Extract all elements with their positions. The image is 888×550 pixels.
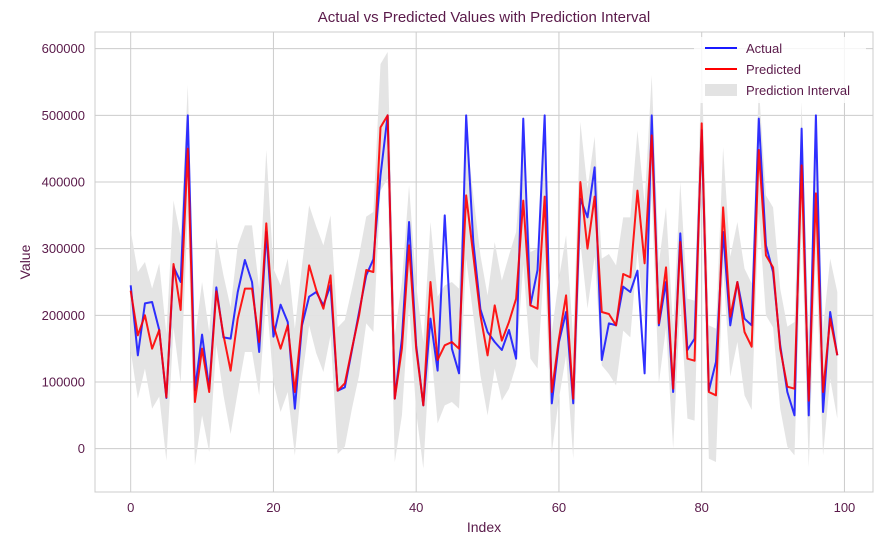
y-axis-label: Value xyxy=(17,244,33,279)
y-tick-label: 300000 xyxy=(42,241,85,256)
predicted-series-line xyxy=(129,114,839,407)
y-tick-labels: 0 100000 200000 300000 400000 500000 600000 xyxy=(42,41,85,456)
x-axis-label: Index xyxy=(467,519,501,535)
y-tick-label: 400000 xyxy=(42,175,85,190)
x-tick-label: 60 xyxy=(552,500,566,515)
prediction-interval-area xyxy=(130,52,838,469)
y-tick-label: 0 xyxy=(78,441,85,456)
chart-title: Actual vs Predicted Values with Predicti… xyxy=(318,9,650,26)
x-tick-label: 0 xyxy=(127,500,134,515)
y-tick-label: 500000 xyxy=(42,108,85,123)
y-tick-label: 200000 xyxy=(42,308,85,323)
legend: Actual Predicted Prediction Interval xyxy=(694,37,866,103)
x-tick-label: 80 xyxy=(694,500,708,515)
legend-label-predicted: Predicted xyxy=(746,62,801,77)
x-tick-labels: 0 20 40 60 80 100 xyxy=(127,500,855,515)
y-tick-label: 600000 xyxy=(42,41,85,56)
x-tick-label: 40 xyxy=(409,500,423,515)
series-lines xyxy=(129,114,839,417)
x-tick-label: 20 xyxy=(266,500,280,515)
prediction-interval-band xyxy=(130,52,838,469)
legend-swatch-interval xyxy=(705,84,737,96)
x-tick-label: 100 xyxy=(834,500,856,515)
legend-label-interval: Prediction Interval xyxy=(746,83,850,98)
legend-label-actual: Actual xyxy=(746,41,782,56)
y-tick-label: 100000 xyxy=(42,375,85,390)
